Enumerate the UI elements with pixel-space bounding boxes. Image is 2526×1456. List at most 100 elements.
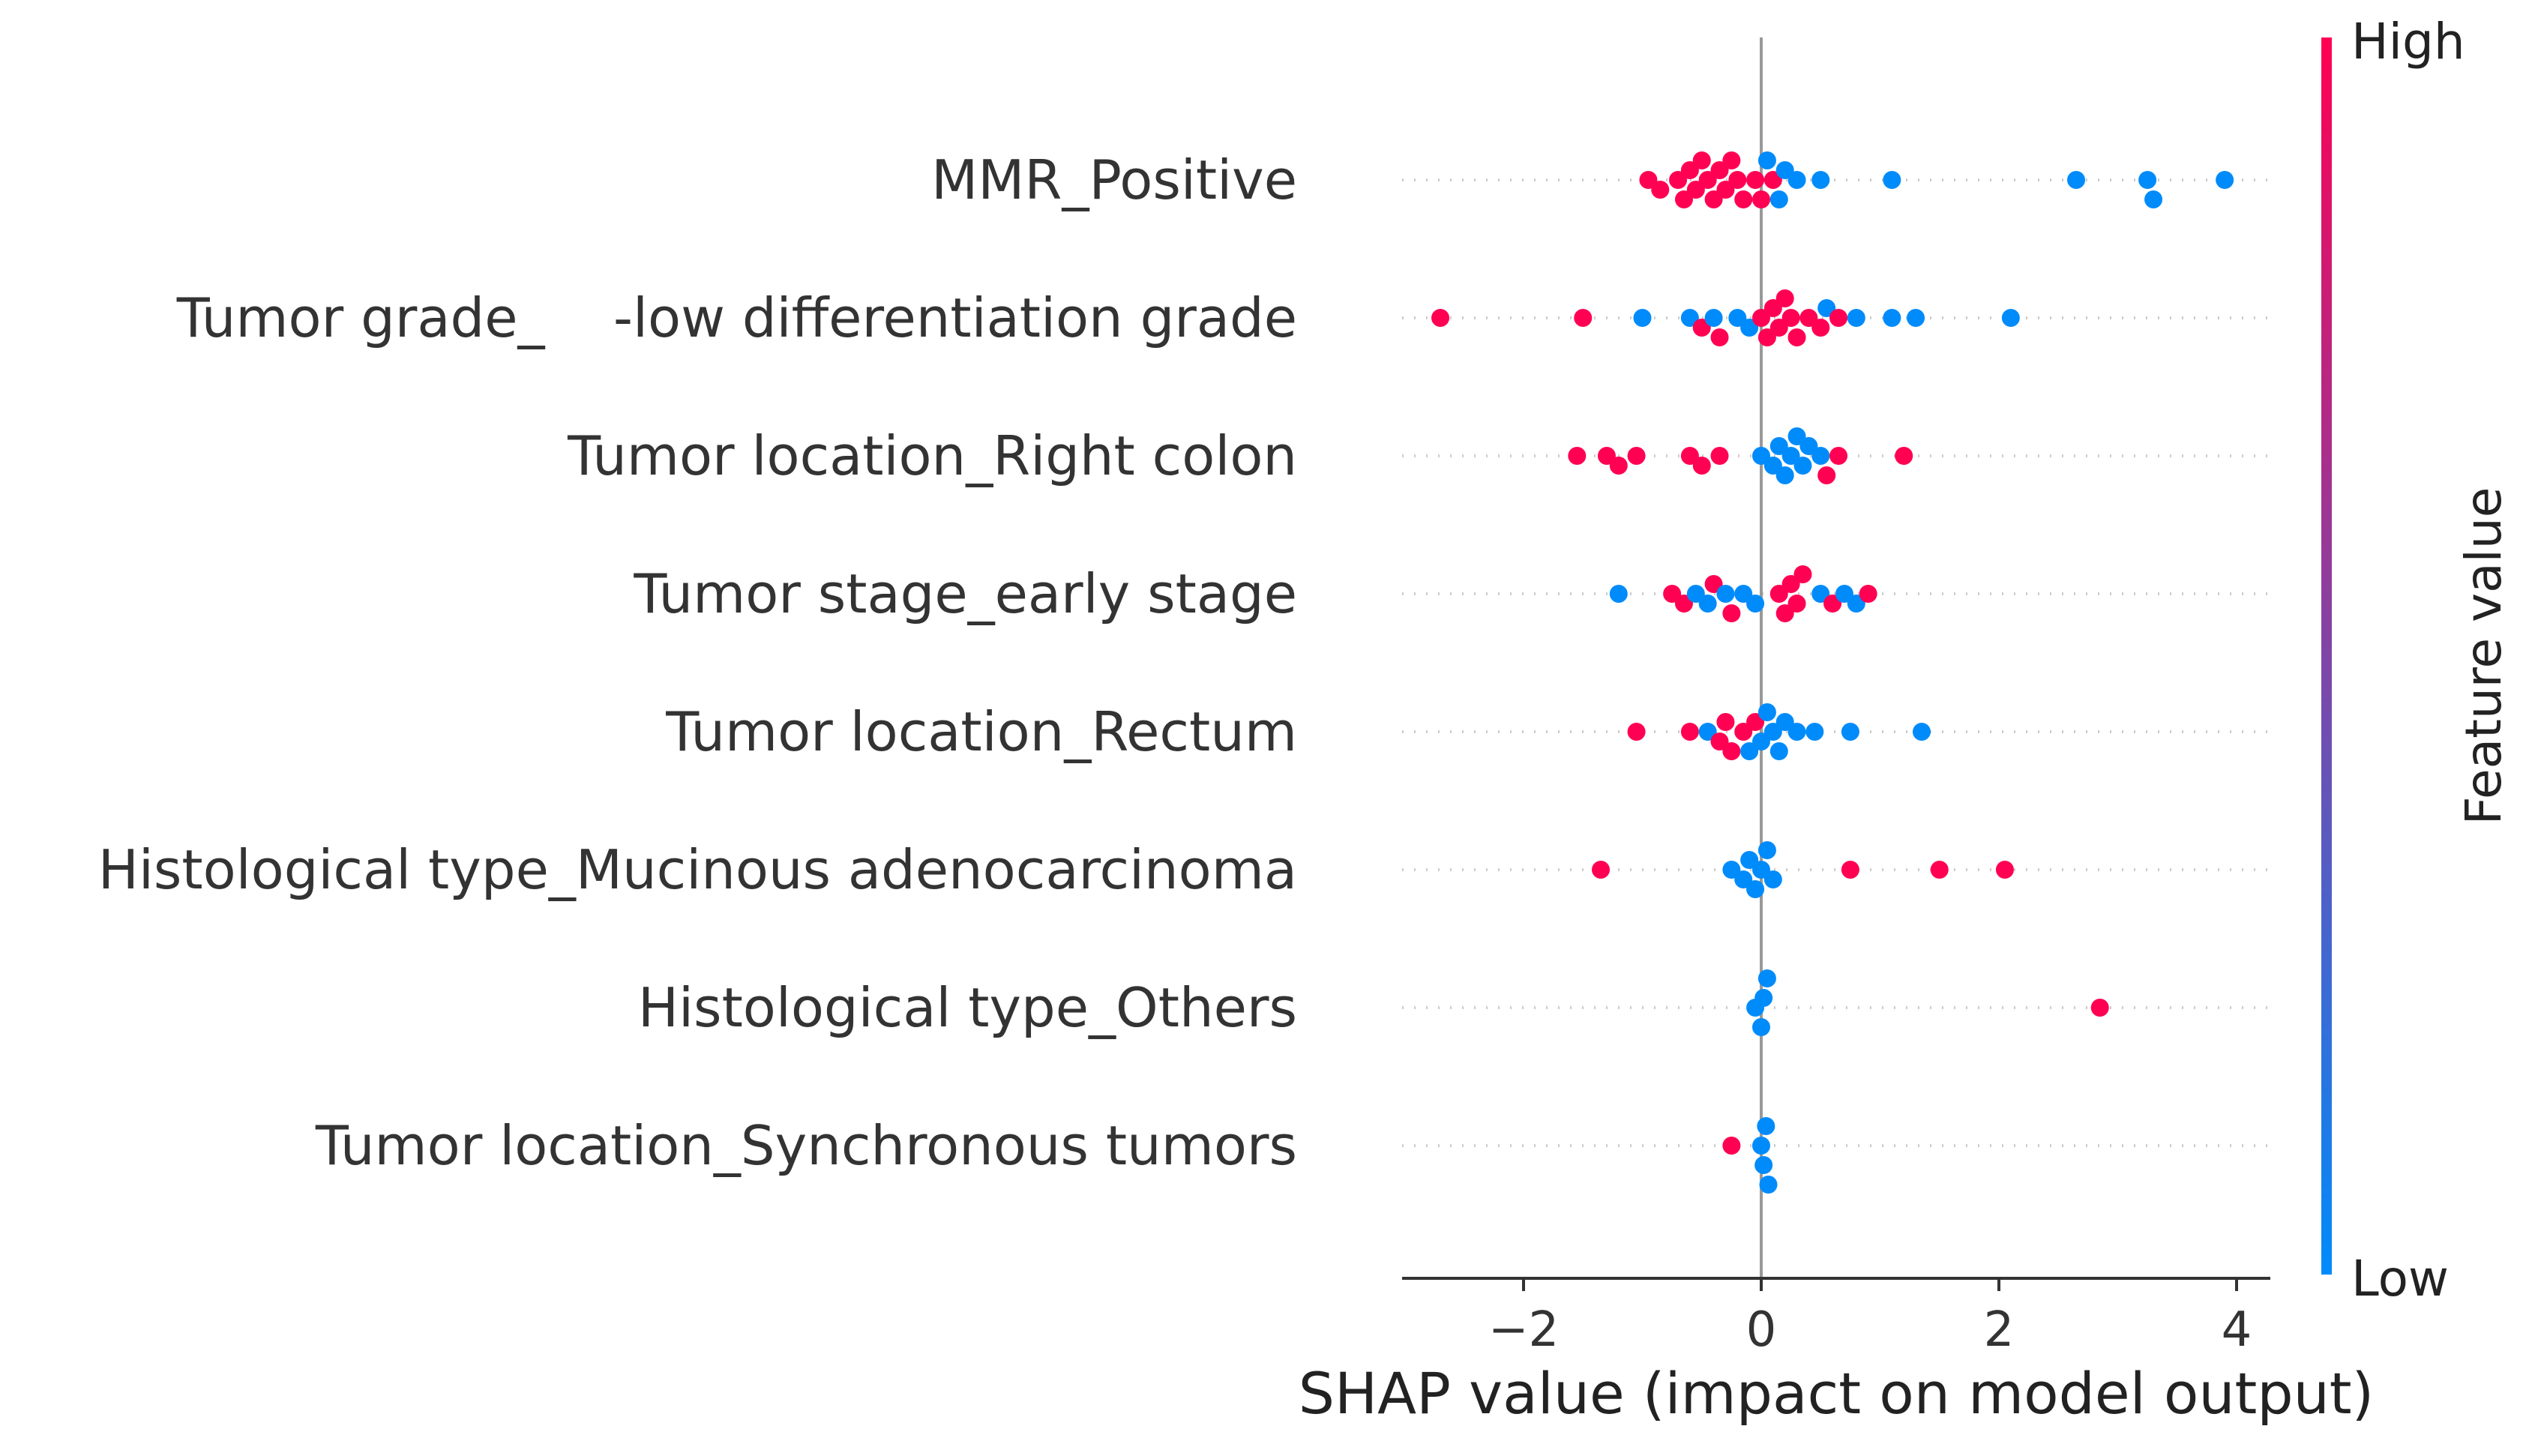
data-point (1734, 870, 1753, 888)
data-point (2001, 309, 2020, 327)
data-point (1704, 575, 1723, 593)
data-point (1757, 841, 1776, 859)
data-point (1752, 732, 1770, 750)
data-point (1710, 447, 1729, 465)
data-point (1811, 585, 1830, 603)
data-point (1757, 703, 1776, 721)
feature-label: MMR_Positive (931, 148, 1297, 211)
data-point (1752, 190, 1770, 208)
data-point (1757, 969, 1776, 987)
data-point (1817, 299, 1836, 317)
feature-labels: MMR_Positive Tumor grade_ -low differenti… (98, 148, 1297, 1177)
data-point (1781, 309, 1800, 327)
data-point (1859, 585, 1877, 603)
data-point (1835, 585, 1853, 603)
data-point (1716, 585, 1735, 603)
data-point (1883, 309, 1901, 327)
x-tick-label: −2 (1488, 1302, 1559, 1358)
data-point (1787, 328, 1806, 346)
data-point (1722, 742, 1741, 760)
data-point (1722, 604, 1741, 622)
data-point (1716, 181, 1735, 199)
data-point (1728, 309, 1747, 327)
data-points (1431, 151, 2234, 1194)
data-point (1574, 309, 1593, 327)
data-point (1930, 861, 1949, 879)
feature-label: Tumor location_Rectum (665, 700, 1297, 763)
feature-label: Tumor location_Synchronous tumors (315, 1114, 1297, 1177)
x-axis-label: SHAP value (impact on model output) (1299, 1360, 2374, 1427)
data-point (1752, 447, 1770, 465)
data-point (1680, 447, 1699, 465)
data-point (1692, 151, 1711, 169)
data-point (2138, 171, 2157, 189)
data-point (1734, 585, 1753, 603)
data-point (1692, 457, 1711, 475)
data-point (1769, 742, 1788, 760)
data-point (1995, 861, 2014, 879)
data-point (1698, 171, 1717, 189)
data-point (1740, 851, 1759, 869)
data-point (1769, 190, 1788, 208)
data-point (1787, 427, 1806, 445)
data-point (1431, 309, 1450, 327)
data-point (1787, 595, 1806, 613)
data-point (1769, 319, 1788, 337)
data-point (1627, 447, 1646, 465)
data-point (2216, 171, 2234, 189)
feature-label: Histological type_Mucinous adenocarcinom… (98, 838, 1297, 901)
data-point (1781, 575, 1800, 593)
data-point (1754, 1156, 1773, 1174)
feature-row-guides (1402, 178, 2270, 1147)
colorbar: High Low Feature value (2321, 13, 2513, 1308)
data-point (1763, 299, 1782, 317)
data-point (1912, 723, 1931, 741)
data-point (1680, 161, 1699, 179)
data-point (1907, 309, 1925, 327)
data-point (1568, 447, 1587, 465)
data-point (1787, 723, 1806, 741)
data-point (1710, 161, 1729, 179)
x-tick-label: 4 (2222, 1302, 2252, 1358)
data-point (1775, 466, 1794, 484)
data-point (1746, 171, 1765, 189)
x-axis: −2 0 2 4 SHAP value (impact on model output… (1299, 1277, 2374, 1427)
data-point (1883, 171, 1901, 189)
data-point (1752, 1018, 1770, 1036)
feature-label: Histological type_Others (638, 976, 1297, 1039)
data-point (1746, 880, 1765, 898)
data-point (1763, 171, 1782, 189)
data-point (1895, 447, 1913, 465)
data-point (1757, 1117, 1775, 1135)
data-point (2067, 171, 2086, 189)
data-point (1663, 585, 1682, 603)
data-point (1674, 190, 1693, 208)
data-point (2144, 190, 2163, 208)
data-point (1680, 723, 1699, 741)
data-point (1769, 585, 1788, 603)
data-point (1841, 723, 1859, 741)
data-point (1597, 447, 1616, 465)
data-point (1757, 151, 1776, 169)
feature-label: Tumor grade_ -low differentiation grade (176, 286, 1297, 349)
colorbar-low-label: Low (2351, 1250, 2449, 1308)
data-point (1841, 861, 1859, 879)
data-point (1823, 595, 1842, 613)
data-point (1847, 309, 1865, 327)
data-point (1775, 604, 1794, 622)
data-point (1609, 457, 1628, 475)
data-point (1759, 1176, 1778, 1194)
data-point (1817, 466, 1836, 484)
data-point (1752, 861, 1770, 879)
data-point (1686, 181, 1705, 199)
data-point (1811, 447, 1830, 465)
data-point (1805, 723, 1824, 741)
data-point (1811, 171, 1830, 189)
data-point (1763, 457, 1782, 475)
data-point (1740, 319, 1759, 337)
data-point (1781, 447, 1800, 465)
data-point (1829, 447, 1848, 465)
data-point (1704, 309, 1723, 327)
data-point (1704, 190, 1723, 208)
